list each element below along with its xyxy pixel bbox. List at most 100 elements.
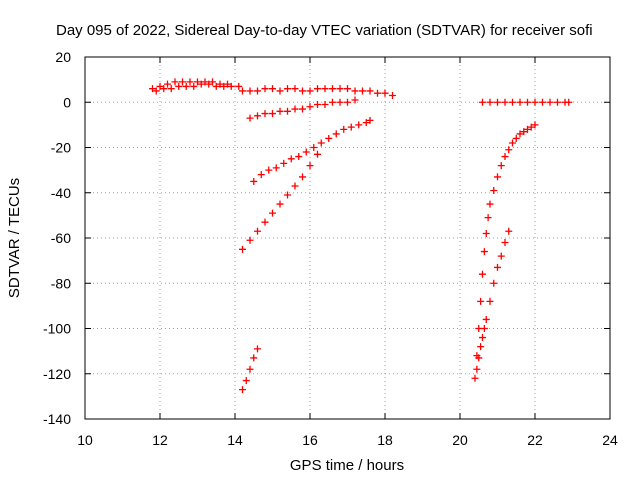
y-tick-label: -60 <box>51 230 71 246</box>
data-point <box>201 78 209 86</box>
data-point <box>340 125 348 133</box>
data-point <box>152 87 160 95</box>
data-point <box>494 98 501 106</box>
data-point <box>276 87 284 95</box>
data-point <box>355 121 363 129</box>
x-tick-label: 20 <box>452 432 468 448</box>
data-point <box>190 82 198 90</box>
data-point <box>486 98 494 106</box>
data-point <box>475 354 483 362</box>
data-point <box>239 245 246 253</box>
data-point <box>332 130 340 138</box>
chart-title: Day 095 of 2022, Sidereal Day-to-day VTE… <box>56 22 593 39</box>
data-point <box>269 85 276 93</box>
data-point <box>389 91 396 99</box>
data-point <box>306 87 314 95</box>
data-point <box>497 162 505 170</box>
x-tick-label: 22 <box>527 432 543 448</box>
data-point <box>175 82 183 90</box>
y-tick-label: -40 <box>51 185 71 201</box>
data-points <box>149 78 573 394</box>
data-point <box>220 82 228 90</box>
data-point <box>359 87 366 95</box>
data-point <box>531 98 539 106</box>
data-point <box>524 98 531 106</box>
data-point <box>321 85 329 93</box>
data-point <box>227 82 235 90</box>
data-point <box>291 105 299 113</box>
data-series-8 <box>239 345 261 394</box>
data-point <box>269 209 276 217</box>
data-point <box>314 85 321 93</box>
data-point <box>494 173 501 181</box>
data-point <box>497 252 505 260</box>
data-point <box>250 177 258 185</box>
data-point <box>179 78 186 86</box>
data-point <box>197 80 205 88</box>
data-point <box>527 123 535 131</box>
data-point <box>509 98 516 106</box>
data-point <box>362 119 370 127</box>
data-point <box>524 125 531 133</box>
data-point <box>284 85 291 93</box>
data-point <box>235 82 243 90</box>
data-point <box>216 80 224 88</box>
data-point <box>366 87 374 95</box>
x-tick-labels: 10 12 14 16 18 20 22 24 <box>77 432 618 448</box>
data-point <box>299 105 306 113</box>
data-point <box>182 82 190 90</box>
data-point <box>212 82 220 90</box>
data-point <box>224 80 231 88</box>
data-point <box>250 354 258 362</box>
x-tick-label: 12 <box>152 432 168 448</box>
data-point <box>480 325 488 332</box>
y-tick-labels: 20 0 -20 -40 -60 -80 -100 -120 -140 <box>43 49 71 427</box>
data-point <box>480 248 488 256</box>
data-point <box>314 150 321 158</box>
data-point <box>254 112 261 120</box>
data-point <box>479 270 486 278</box>
y-tick-label: 0 <box>63 94 71 110</box>
data-point <box>539 98 546 106</box>
data-series-5 <box>246 96 359 122</box>
data-point <box>509 139 516 147</box>
data-point <box>516 130 524 138</box>
data-point <box>501 98 509 106</box>
data-point <box>306 103 314 111</box>
data-point <box>186 78 194 86</box>
data-point <box>194 78 201 86</box>
data-point <box>473 365 481 373</box>
data-point <box>261 110 269 118</box>
y-tick-label: -120 <box>43 366 71 382</box>
data-point <box>306 162 314 170</box>
plot-frame <box>84 56 611 420</box>
data-point <box>239 386 246 394</box>
data-point <box>505 146 513 154</box>
x-tick-label: 18 <box>377 432 393 448</box>
data-point <box>501 239 509 247</box>
y-tick-label: -140 <box>43 411 71 427</box>
data-series-4 <box>261 85 396 99</box>
data-point <box>209 78 216 86</box>
data-point <box>242 377 250 385</box>
data-point <box>254 227 261 235</box>
x-tick-label: 16 <box>302 432 318 448</box>
data-point <box>269 110 276 118</box>
data-point <box>329 85 336 93</box>
data-point <box>490 186 498 194</box>
data-point <box>257 171 265 179</box>
data-point <box>477 343 485 351</box>
data-point <box>546 98 554 106</box>
data-point <box>272 164 280 172</box>
axis-ticks <box>84 56 611 420</box>
data-point <box>321 101 329 109</box>
data-point <box>299 173 306 181</box>
data-series-2 <box>152 80 235 95</box>
data-point <box>501 153 509 161</box>
data-point <box>374 89 381 97</box>
data-point <box>516 98 524 106</box>
data-point <box>482 315 490 323</box>
x-axis-label: GPS time / hours <box>290 457 404 474</box>
data-point <box>512 134 520 142</box>
data-point <box>160 85 168 93</box>
